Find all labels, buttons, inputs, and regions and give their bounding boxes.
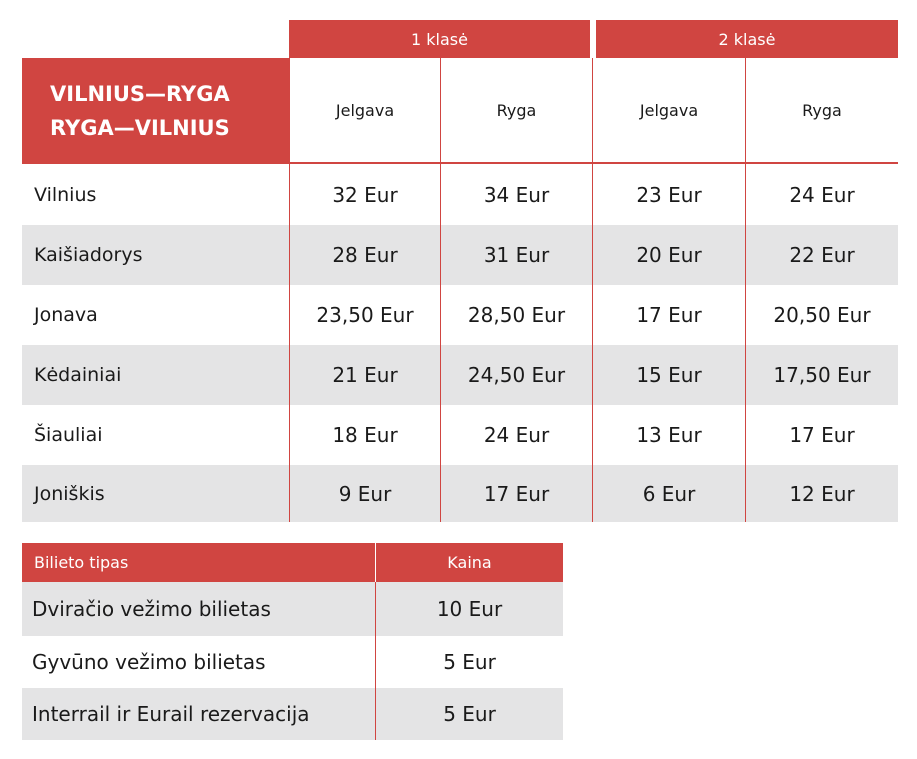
title-line: RYGA—VILNIUS (50, 115, 230, 140)
ticket-price: 10 Eur (375, 582, 563, 636)
column-header: Jelgava (289, 58, 440, 163)
price-cell: 34 Eur (440, 164, 592, 225)
column-header: Jelgava (592, 58, 745, 163)
station-cell: Jonava (22, 285, 289, 345)
title-cell: VILNIUS—RYGA RYGA—VILNIUS (22, 58, 289, 163)
price-cell: 6 Eur (592, 465, 745, 522)
price-cell: 13 Eur (592, 405, 745, 465)
price-cell: 28 Eur (289, 225, 440, 285)
ticket-type: Interrail ir Eurail rezervacija (22, 688, 375, 740)
price-cell: 21 Eur (289, 345, 440, 405)
group-header: 1 klasė (289, 20, 590, 58)
price-cell: 31 Eur (440, 225, 592, 285)
column-header: Ryga (745, 58, 898, 163)
station-cell: Joniškis (22, 465, 289, 522)
price-cell: 22 Eur (745, 225, 898, 285)
station-cell: Kaišiadorys (22, 225, 289, 285)
price-cell: 24,50 Eur (440, 345, 592, 405)
price-cell: 18 Eur (289, 405, 440, 465)
title-line: VILNIUS—RYGA (50, 81, 230, 106)
station-cell: Vilnius (22, 164, 289, 225)
price-cell: 17 Eur (592, 285, 745, 345)
price-cell: 17 Eur (745, 405, 898, 465)
price-cell: 28,50 Eur (440, 285, 592, 345)
ticket-type: Dviračio vežimo bilietas (22, 582, 375, 636)
price-cell: 9 Eur (289, 465, 440, 522)
price-cell: 24 Eur (745, 164, 898, 225)
price-cell: 20,50 Eur (745, 285, 898, 345)
ticket-price: 5 Eur (375, 688, 563, 740)
group-header: 2 klasė (596, 20, 898, 58)
price-cell: 32 Eur (289, 164, 440, 225)
price-cell: 17 Eur (440, 465, 592, 522)
ticket-price: 5 Eur (375, 636, 563, 688)
price-cell: 17,50 Eur (745, 345, 898, 405)
price-cell: 23 Eur (592, 164, 745, 225)
price-cell: 23,50 Eur (289, 285, 440, 345)
ticket-header: Bilieto tipas (22, 543, 375, 582)
ticket-header: Kaina (375, 543, 563, 582)
station-cell: Kėdainiai (22, 345, 289, 405)
ticket-type: Gyvūno vežimo bilietas (22, 636, 375, 688)
price-cell: 20 Eur (592, 225, 745, 285)
price-cell: 24 Eur (440, 405, 592, 465)
station-cell: Šiauliai (22, 405, 289, 465)
column-header: Ryga (440, 58, 592, 163)
price-cell: 15 Eur (592, 345, 745, 405)
header-rule (22, 162, 898, 164)
price-cell: 12 Eur (745, 465, 898, 522)
